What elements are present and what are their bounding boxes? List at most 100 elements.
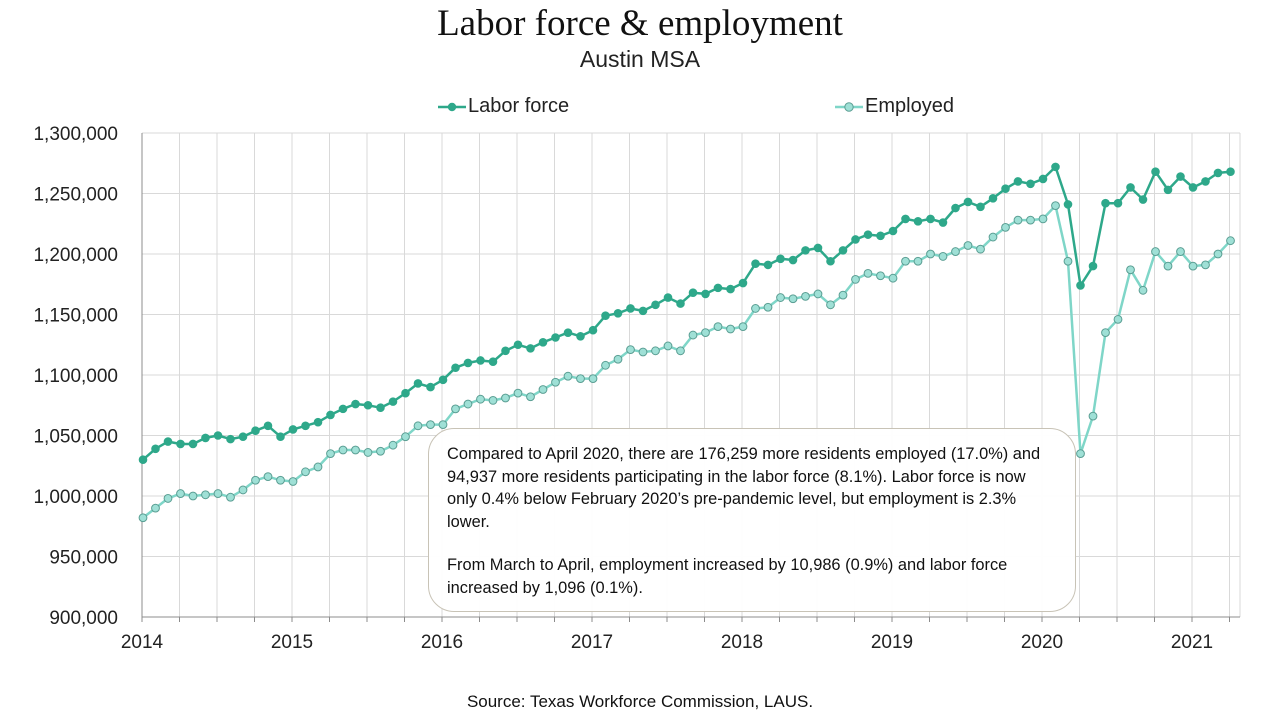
data-point-employed [1138,285,1148,295]
chart-title: Labor force & employment [437,3,843,44]
data-point-employed [1163,261,1173,271]
data-point-employed [476,394,485,404]
data-point-employed [263,472,273,482]
data-point-employed [501,393,510,403]
data-point-labor-force [576,331,585,341]
data-point-employed [863,268,873,278]
data-point-employed [851,275,860,284]
data-point-labor-force [176,439,185,449]
data-point-employed [163,494,173,503]
data-point-labor-force [826,256,835,266]
data-point-labor-force [788,255,798,265]
data-point-employed [301,467,310,477]
data-point-labor-force [501,346,510,356]
x-tick-label: 2016 [421,632,463,653]
series-employed [138,201,1235,523]
data-point-labor-force [963,197,973,207]
data-point-labor-force [338,404,348,414]
data-point-employed [701,328,710,338]
data-point-labor-force [151,444,160,454]
data-point-labor-force [1063,200,1073,209]
data-point-labor-force [213,431,223,440]
data-point-employed [976,244,985,254]
data-point-labor-force [976,202,985,212]
data-point-labor-force [851,235,860,244]
x-tick-label: 2019 [871,632,913,653]
y-tick-label: 1,250,000 [33,185,118,206]
data-point-employed [326,449,335,459]
data-point-labor-force [938,218,948,227]
data-point-employed [1151,247,1160,256]
data-point-employed [713,322,723,332]
data-point-labor-force [1101,198,1110,208]
data-point-employed [288,477,298,486]
data-point-employed [338,445,348,455]
annotation-paragraph-2: From March to April, employment increase… [447,556,1008,597]
data-point-employed [938,252,948,261]
data-point-labor-force [651,300,660,310]
data-point-labor-force [1013,177,1023,186]
data-point-employed [438,420,448,430]
y-tick-label: 1,100,000 [33,366,118,387]
data-point-employed [413,421,423,431]
data-point-employed [1001,222,1010,232]
data-point-employed [276,475,285,485]
data-point-employed [426,420,435,430]
data-point-labor-force [1226,167,1235,177]
data-point-labor-force [313,417,323,427]
data-point-labor-force [251,426,260,435]
data-point-employed [951,247,960,256]
data-point-employed [1101,328,1110,338]
data-point-labor-force [801,246,810,255]
data-point-employed [926,249,935,259]
data-point-employed [526,392,535,402]
data-point-employed [963,241,973,250]
data-point-labor-force [1201,177,1210,186]
data-point-employed [1213,249,1223,259]
data-point-employed [913,256,923,266]
data-point-employed [176,489,185,498]
x-tick-label: 2018 [721,632,763,653]
legend [438,102,863,112]
data-point-labor-force [613,308,623,318]
data-point-employed [801,291,810,301]
data-point-labor-force [138,455,148,465]
chart-subtitle: Austin MSA [579,46,701,72]
data-point-employed [876,271,885,281]
y-tick-label: 1,050,000 [33,427,118,448]
data-point-labor-force [751,259,760,268]
data-point-employed [1013,215,1023,225]
data-point-employed [363,448,373,457]
series-line-labor-force [142,165,1231,461]
data-point-labor-force [1001,184,1010,193]
data-point-labor-force [388,397,398,406]
data-point-employed [451,404,460,414]
data-point-labor-force [201,433,210,443]
data-point-labor-force [713,283,723,293]
legend-label-employed: Employed [865,95,954,117]
data-point-labor-force [1113,198,1123,208]
data-point-labor-force [676,299,685,308]
data-point-labor-force [813,243,823,253]
data-point-labor-force [526,344,535,353]
data-point-labor-force [276,432,285,442]
data-point-labor-force [226,434,235,444]
data-point-employed [651,346,660,356]
data-point-labor-force [351,399,360,409]
data-point-labor-force [738,278,748,288]
data-point-employed [1063,256,1073,266]
data-point-labor-force [901,214,910,224]
data-point-employed [1126,265,1135,275]
data-point-employed [251,475,260,485]
data-point-employed [838,290,848,300]
data-point-employed [901,256,910,266]
data-point-labor-force [726,284,735,294]
y-tick-label: 950,000 [49,548,118,569]
data-point-labor-force [163,437,173,446]
data-point-labor-force [776,254,785,264]
data-point-labor-force [476,356,485,365]
data-point-labor-force [1163,185,1173,195]
data-point-labor-force [1151,167,1160,177]
data-point-labor-force [951,203,960,213]
annotation-box: Compared to April 2020, there are 176,25… [428,428,1076,612]
